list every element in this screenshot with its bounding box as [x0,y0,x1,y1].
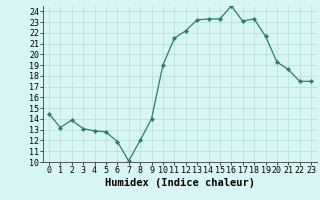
X-axis label: Humidex (Indice chaleur): Humidex (Indice chaleur) [105,178,255,188]
